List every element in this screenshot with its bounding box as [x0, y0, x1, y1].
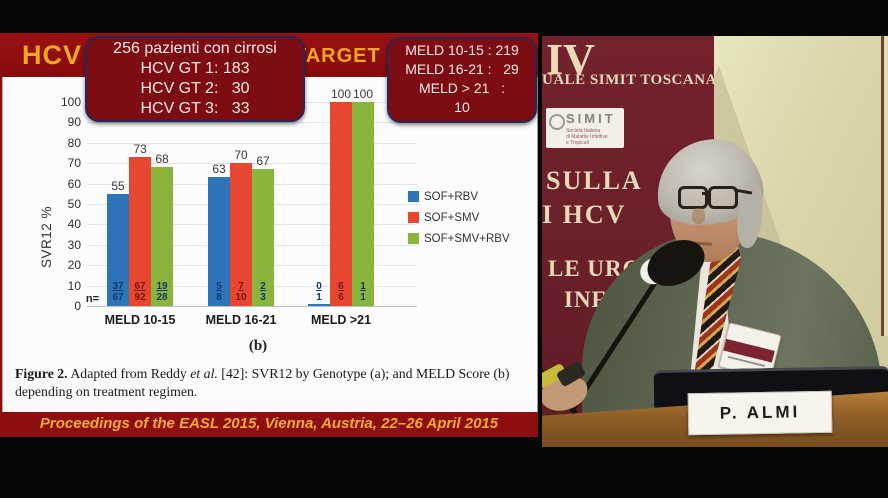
bar: [252, 169, 274, 306]
y-tick-label: 70: [67, 156, 81, 171]
simit-logo-title: SIMIT: [566, 111, 616, 126]
cirrhosis-overlay-line: HCV GT 3: 33: [140, 100, 250, 117]
y-tick-label: 10: [67, 278, 81, 293]
simit-logo-icon: [549, 114, 565, 130]
bar-value-label: 68: [155, 152, 169, 166]
meld-overlay-line: MELD 16-21 : 29: [405, 61, 519, 77]
figure-area: 0 10 20 30 40 50 60 70 80 90 100 55 37 67 63 5 8 0 1 73 67 92…: [2, 77, 538, 412]
n-equals-label: n=: [85, 293, 99, 305]
legend-item: SOF+RBV: [408, 188, 528, 204]
y-tick-label: 60: [67, 176, 81, 191]
bar-fraction: 19 28: [156, 281, 168, 303]
cirrhosis-overlay-box: 256 pazienti con cirrosi HCV GT 1: 183 HCV…: [85, 36, 305, 122]
legend-label: SOF+SMV: [424, 211, 480, 224]
bar-fraction: 7 10: [235, 281, 247, 303]
banner-sulla: SULLA: [546, 166, 643, 195]
figure-caption: Figure 2. Adapted from Reddy et al. [42]…: [15, 365, 529, 400]
speaker-nose: [692, 208, 705, 224]
legend-label: SOF+SMV+RBV: [424, 232, 510, 245]
cirrhosis-overlay-line: HCV GT 2: 30: [140, 80, 250, 97]
bar-fraction: 37 67: [112, 281, 124, 303]
legend-label: SOF+RBV: [424, 190, 479, 203]
caption-text-post: [42]: SVR12 by Genotype (a); and MELD Sc…: [15, 366, 510, 399]
x-axis-line: [87, 306, 417, 307]
bar: [230, 163, 252, 306]
bar: [107, 194, 129, 306]
bar-value-label: 100: [330, 87, 352, 101]
x-category-label: MELD 10-15: [104, 313, 176, 327]
y-tick-label: 20: [67, 258, 81, 273]
bar: [330, 102, 352, 306]
bar-value-label: 100: [352, 87, 374, 101]
simit-logo-subtext: di Malattie Infettive: [566, 134, 608, 140]
banner-roman-numeral: IV: [546, 36, 595, 84]
y-tick-label: 40: [67, 217, 81, 232]
bar-fraction: 67 92: [134, 281, 146, 303]
banner-hcv: I HCV: [542, 200, 627, 229]
wall-highlight: [884, 36, 888, 336]
picture-frame-edge: [881, 36, 884, 336]
y-tick-label: 0: [74, 299, 81, 313]
caption-et-al: et al.: [190, 366, 218, 381]
slide-footer-banner: Proceedings of the EASL 2015, Vienna, Au…: [0, 412, 538, 437]
y-tick-label: 100: [60, 95, 81, 109]
gridline: [87, 163, 417, 165]
bar-chart: 0 10 20 30 40 50 60 70 80 90 100 55 37 67 63 5 8 0 1 73 67 92…: [3, 77, 537, 412]
meld-overlay-line: MELD > 21 :: [419, 80, 505, 96]
cirrhosis-overlay-line: 256 pazienti con cirrosi: [113, 40, 277, 57]
cirrhosis-overlay-line: HCV GT 1: 183: [140, 60, 250, 77]
bar: [308, 304, 330, 306]
meld-overlay-box: MELD 10-15 : 219 MELD 16-21 : 29 MELD > 21…: [387, 37, 537, 123]
legend-swatch: [408, 233, 419, 245]
bar: [151, 167, 173, 306]
meld-overlay-line: 10: [454, 99, 470, 115]
legend-item: SOF+SMV+RBV: [408, 230, 528, 246]
glasses-left-lens: [678, 186, 708, 209]
gridline: [87, 142, 417, 144]
x-category-label: MELD 16-21: [205, 313, 277, 327]
bar: [208, 177, 230, 306]
y-tick-label: 30: [67, 237, 81, 252]
target-label: TARGET: [294, 45, 381, 67]
bar-value-label: 73: [133, 142, 147, 156]
bar: [129, 157, 151, 306]
simit-logo-subtext: Società Italiana: [566, 128, 601, 134]
y-tick-label: 50: [67, 197, 81, 211]
badge-band: [723, 338, 775, 363]
simit-logo-subtext: e Tropicali: [566, 140, 589, 146]
glasses-right-lens: [708, 186, 738, 209]
legend-item: SOF+SMV: [408, 209, 528, 225]
y-tick-label: 90: [67, 115, 81, 130]
presentation-slide: HCV TARGET 0 10 20 30 40 50 60 70 80 90 100 55 37 67 6…: [0, 33, 538, 437]
x-category-label: MELD >21: [310, 313, 372, 327]
bar-value-label: 55: [111, 179, 125, 193]
bar: [352, 102, 374, 306]
y-tick-label: 80: [67, 135, 81, 150]
y-axis-title: SVR12 %: [39, 205, 54, 269]
meld-overlay-line: MELD 10-15 : 219: [405, 42, 519, 58]
name-plate: P. ALMI: [687, 390, 833, 436]
caption-text-pre: Adapted from Reddy: [67, 366, 191, 381]
bar-value-label: 63: [212, 162, 226, 176]
hcv-label: HCV: [22, 40, 83, 70]
glasses-bridge: [702, 192, 710, 195]
legend-swatch: [408, 212, 419, 224]
caption-figure-number: Figure 2.: [15, 366, 68, 381]
gridline: [87, 122, 417, 124]
simit-logo-box: SIMIT Società Italiana di Malattie Infet…: [546, 108, 624, 148]
panel-label: (b): [248, 338, 268, 354]
speaker-photo: IV UALE SIMIT TOSCANA SIMIT Società Ital…: [542, 36, 888, 447]
legend-swatch: [408, 191, 419, 203]
bar-value-label: 70: [234, 148, 248, 162]
bar-value-label: 67: [256, 154, 270, 168]
banner-simit-toscana: UALE SIMIT TOSCANA: [542, 72, 714, 88]
